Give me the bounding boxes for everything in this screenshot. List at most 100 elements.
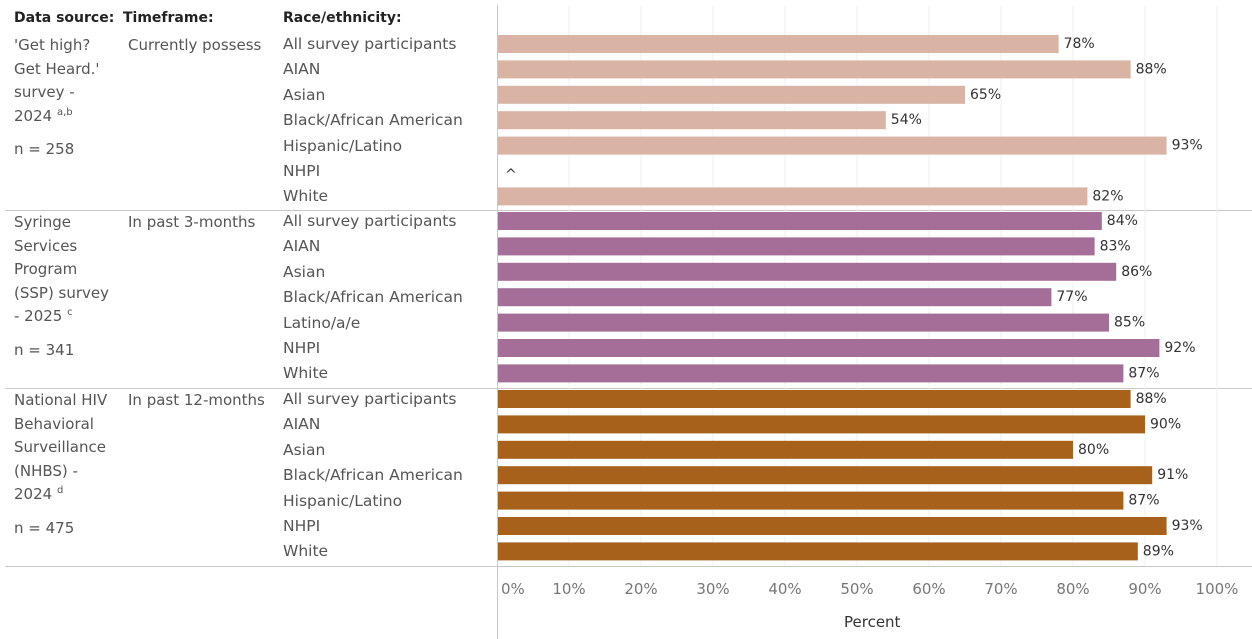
data-label: 78% [1064,36,1095,52]
category-label: NHPI [283,339,321,357]
category-label: All survey participants [283,390,457,408]
bar [498,517,1167,535]
group-divider [5,566,1252,567]
x-tick-label: 10% [552,580,585,598]
category-label: White [283,364,329,383]
category-label: Asian [283,262,326,281]
bar [498,288,1052,307]
timeframe-cell: In past 3-months [128,213,256,231]
data-source-year: - 2025 c [14,307,73,325]
timeframe-cell: In past 12-months [128,391,265,409]
category-label: All survey participants [283,35,457,53]
x-tick-label: 80% [1056,580,1089,598]
sample-size: n = 475 [14,518,75,537]
x-axis-title: Percent [844,613,901,631]
data-label: ^ [505,167,517,183]
x-tick-label: 50% [840,580,873,598]
data-label: 83% [1100,238,1131,254]
header-data-source: Data source: [14,10,115,26]
data-source-cell: Syringe Services Program (SSP) survey - 2025… [14,211,109,362]
bar [498,237,1095,256]
x-tick-label: 20% [624,580,657,598]
category-label: Black/African American [283,111,463,130]
bar [498,111,886,130]
data-source-line: Services [14,236,78,255]
data-label: 77% [1056,289,1087,305]
x-tick-label: 60% [912,580,945,598]
data-label: 86% [1121,264,1152,280]
bar [498,415,1145,434]
group-divider [5,388,1252,389]
group-divider [5,210,1252,211]
category-label: Hispanic/Latino [283,136,403,155]
category-label: NHPI [283,162,321,180]
data-source-line: Syringe [14,213,71,231]
bar [498,313,1109,332]
bar [498,491,1124,510]
category-label: AIAN [283,237,321,256]
category-label: AIAN [283,60,321,79]
category-label: Asian [283,440,326,459]
bar [498,262,1117,281]
category-label: NHPI [283,517,321,535]
data-source-line: survey - [14,83,75,101]
category-label: White [283,542,329,561]
data-source-cell: 'Get high? Get Heard.' survey - 2024 a,b n =… [14,34,100,162]
data-source-line: National HIV [14,391,108,409]
header-race-ethnicity: Race/ethnicity: [283,10,402,26]
bar [498,440,1073,459]
data-label: 93% [1172,518,1203,534]
bar [498,542,1138,561]
category-label: Hispanic/Latino [283,491,403,510]
data-source-line: Get Heard.' [14,59,100,78]
data-label: 87% [1128,493,1159,509]
data-label: 93% [1172,138,1203,154]
data-source-year: 2024 d [14,485,64,503]
data-label: 80% [1078,442,1109,458]
bar [498,212,1102,230]
x-tick-label: 30% [696,580,729,598]
data-label: 88% [1136,391,1167,407]
data-source-line: (SSP) survey [14,283,110,302]
data-source-cell: National HIV Behavioral Surveillance (NHBS)… [14,389,107,540]
bar [498,339,1160,357]
timeframe-cell: Currently possess [128,36,262,54]
data-source-line: 'Get high? [14,36,91,54]
data-label: 91% [1157,467,1188,483]
bar [498,60,1131,79]
x-tick-label: 90% [1128,580,1161,598]
category-label: White [283,187,329,206]
data-label: 84% [1107,213,1138,229]
data-label: 65% [970,87,1001,103]
footnote-marker: a,b [56,106,73,118]
data-source-line: (NHBS) - [14,461,78,480]
data-label: 90% [1150,416,1181,432]
sample-size: n = 258 [14,140,75,158]
category-label: Latino/a/e [283,313,361,332]
plot-left-divider [497,5,498,639]
x-tick-label: 70% [984,580,1017,598]
bar [498,35,1059,53]
data-source-line: Behavioral [14,414,94,433]
footnote-marker: d [56,485,64,496]
category-label: AIAN [283,415,321,434]
bar [498,136,1167,155]
data-label: 92% [1164,340,1195,356]
x-tick-label: 100% [1196,580,1239,598]
sample-size: n = 341 [14,340,75,359]
data-source-line: Program [14,260,78,278]
x-tick-label: 40% [768,580,801,598]
data-source-line: Surveillance [14,438,106,456]
data-label: 54% [891,112,922,128]
header-timeframe: Timeframe: [123,10,214,26]
category-label: All survey participants [283,212,457,230]
data-label: 88% [1136,61,1167,77]
data-label: 82% [1092,188,1123,204]
data-label: 87% [1128,365,1159,381]
bar [498,187,1088,206]
data-source-year: 2024 a,b [14,106,73,125]
category-label: Asian [283,85,326,104]
category-label: Black/African American [283,466,463,485]
category-label: Black/African American [283,288,463,307]
